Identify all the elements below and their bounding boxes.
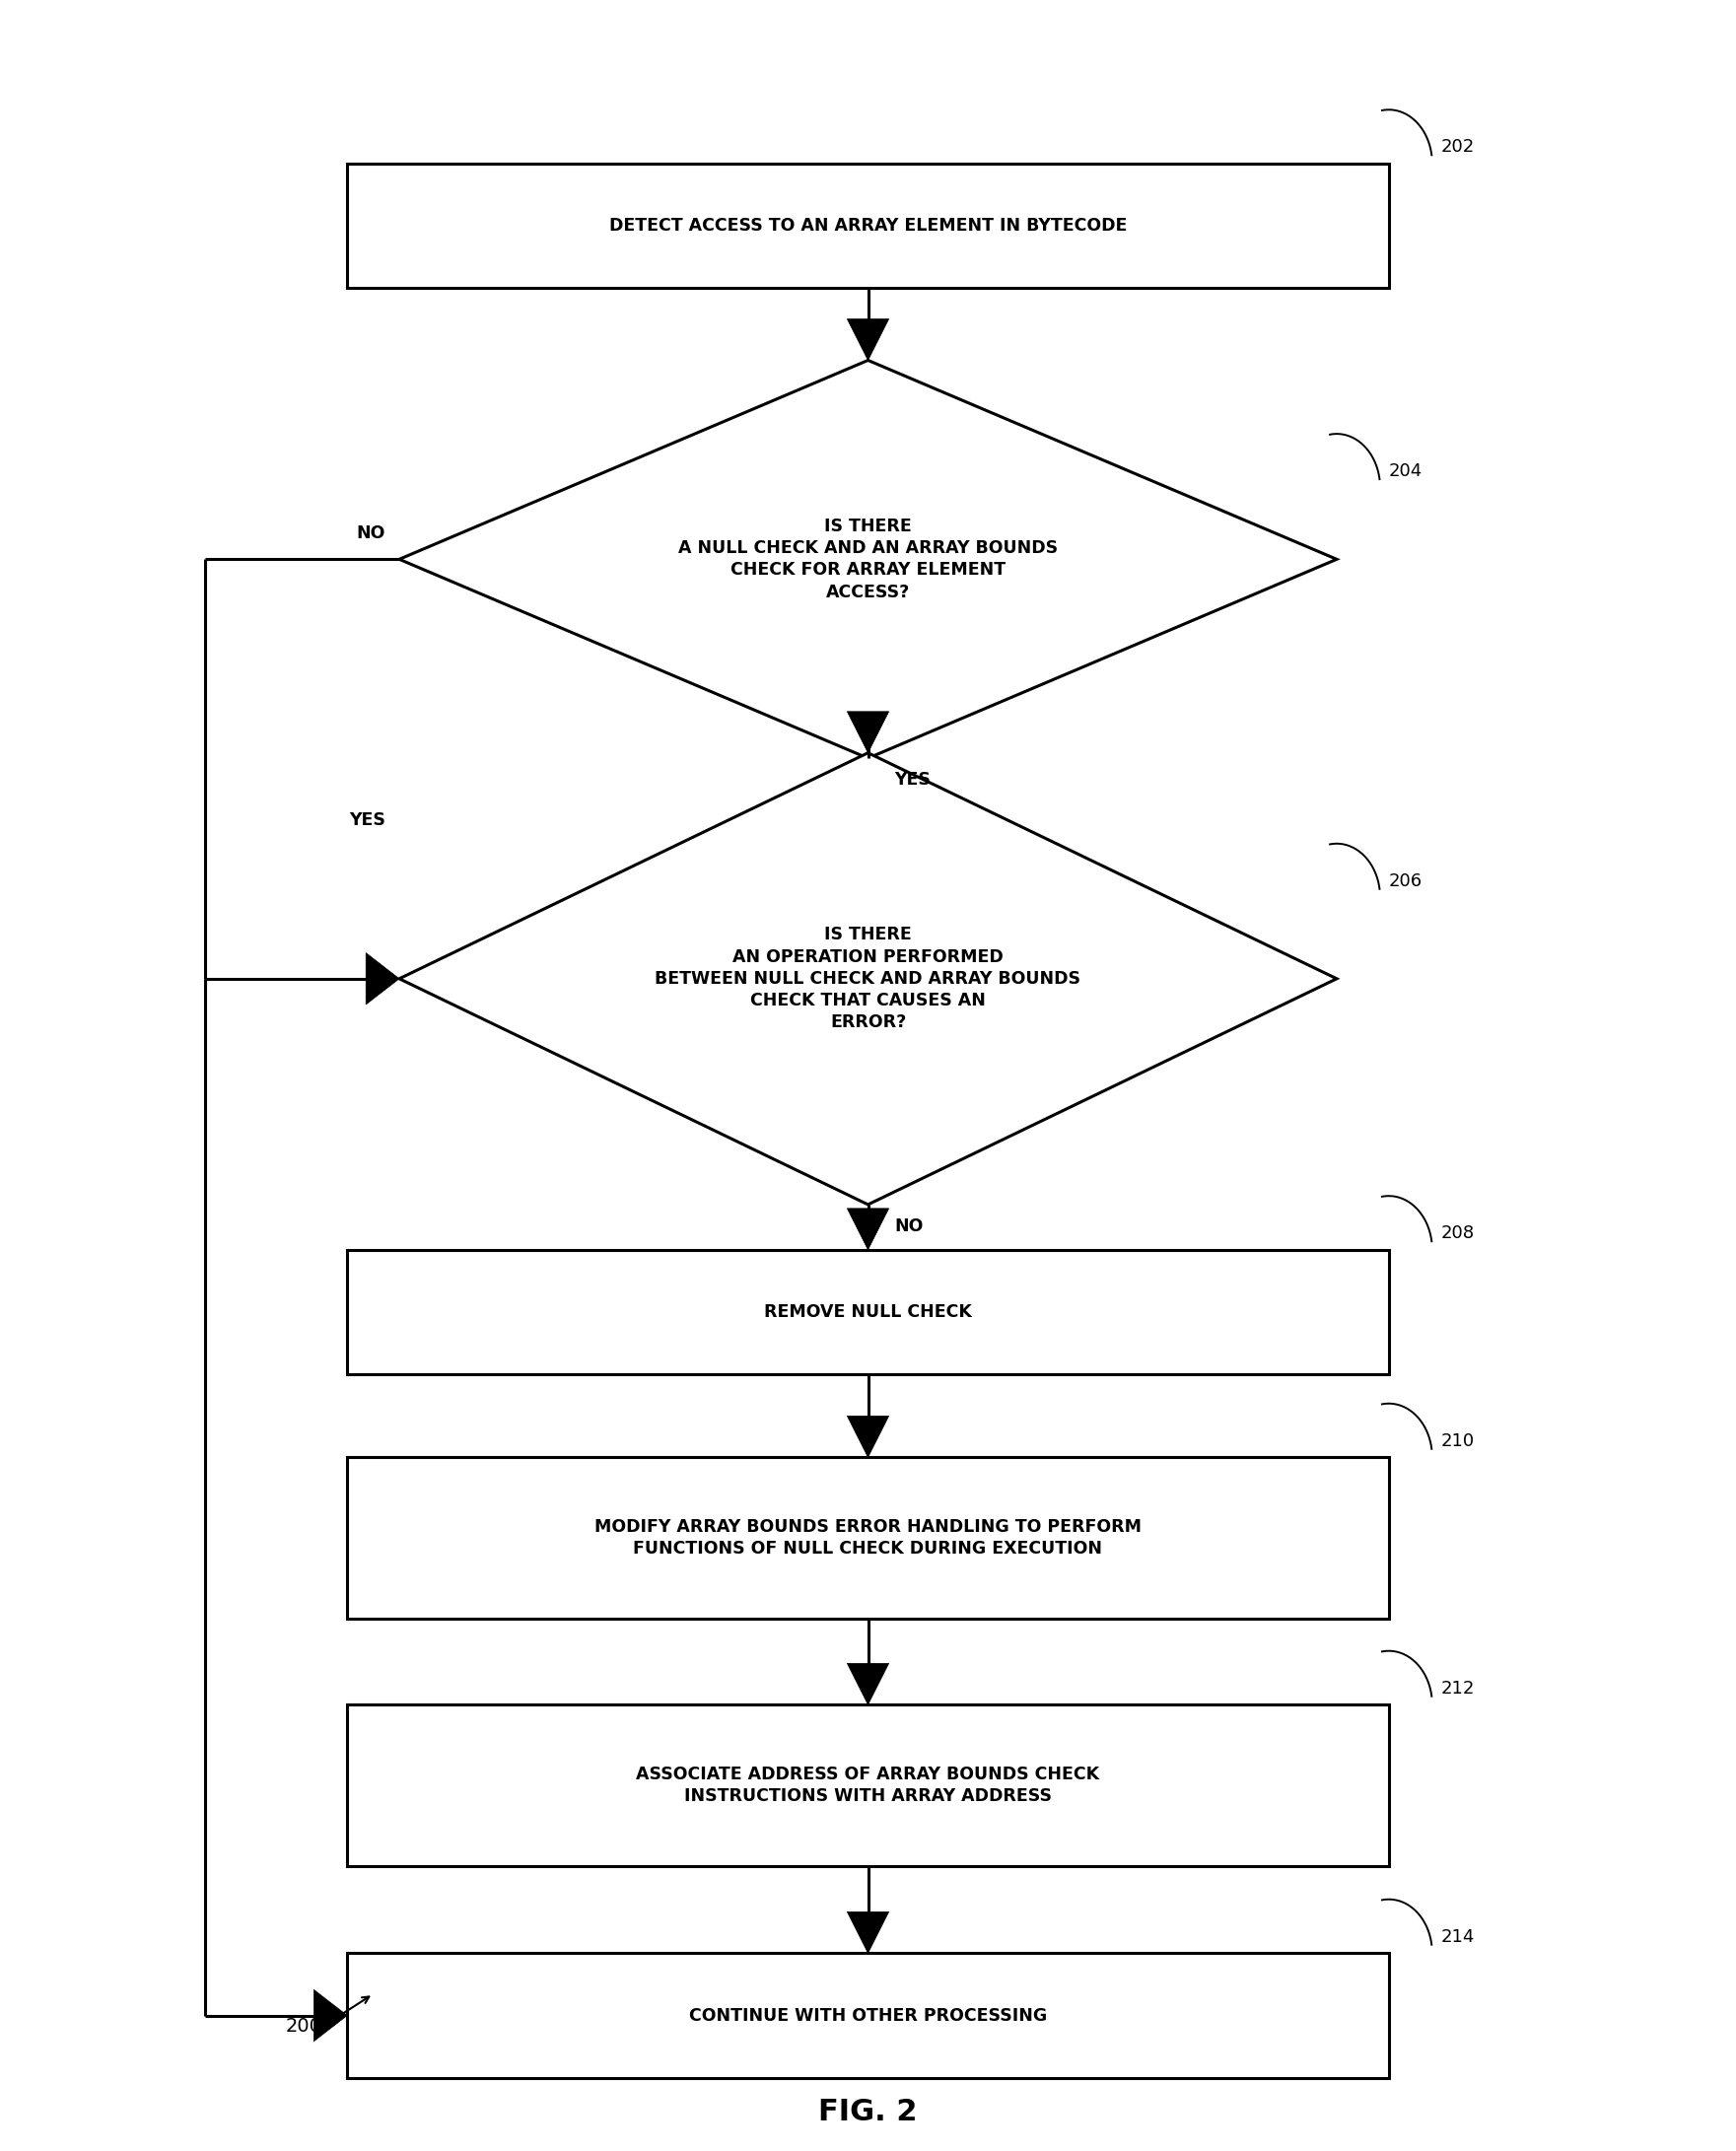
Polygon shape — [847, 712, 889, 753]
Text: NO: NO — [894, 1217, 924, 1235]
Text: 214: 214 — [1441, 1927, 1476, 1947]
Text: ASSOCIATE ADDRESS OF ARRAY BOUNDS CHECK
INSTRUCTIONS WITH ARRAY ADDRESS: ASSOCIATE ADDRESS OF ARRAY BOUNDS CHECK … — [637, 1766, 1099, 1805]
Text: REMOVE NULL CHECK: REMOVE NULL CHECK — [764, 1304, 972, 1321]
Polygon shape — [314, 1990, 347, 2041]
Polygon shape — [847, 318, 889, 359]
Text: DETECT ACCESS TO AN ARRAY ELEMENT IN BYTECODE: DETECT ACCESS TO AN ARRAY ELEMENT IN BYT… — [609, 217, 1127, 234]
Text: 206: 206 — [1389, 873, 1422, 891]
Text: 204: 204 — [1389, 462, 1422, 480]
Text: YES: YES — [349, 811, 385, 830]
Polygon shape — [847, 1663, 889, 1704]
Bar — [347, 163, 1389, 288]
Text: 210: 210 — [1441, 1433, 1474, 1450]
Polygon shape — [399, 753, 1337, 1205]
Text: CONTINUE WITH OTHER PROCESSING: CONTINUE WITH OTHER PROCESSING — [689, 2007, 1047, 2024]
Text: 200: 200 — [286, 2018, 321, 2035]
Polygon shape — [847, 1209, 889, 1250]
Text: IS THERE
AN OPERATION PERFORMED
BETWEEN NULL CHECK AND ARRAY BOUNDS
CHECK THAT C: IS THERE AN OPERATION PERFORMED BETWEEN … — [654, 927, 1082, 1030]
Text: IS THERE
A NULL CHECK AND AN ARRAY BOUNDS
CHECK FOR ARRAY ELEMENT
ACCESS?: IS THERE A NULL CHECK AND AN ARRAY BOUND… — [679, 518, 1057, 600]
Text: 202: 202 — [1441, 138, 1474, 157]
Text: FIG. 2: FIG. 2 — [818, 2097, 918, 2127]
Polygon shape — [847, 1912, 889, 1953]
Bar — [347, 1458, 1389, 1618]
Text: NO: NO — [356, 525, 385, 542]
Text: 212: 212 — [1441, 1680, 1476, 1697]
Polygon shape — [847, 1415, 889, 1458]
Bar — [347, 1250, 1389, 1374]
Polygon shape — [366, 953, 399, 1005]
Text: MODIFY ARRAY BOUNDS ERROR HANDLING TO PERFORM
FUNCTIONS OF NULL CHECK DURING EXE: MODIFY ARRAY BOUNDS ERROR HANDLING TO PE… — [594, 1519, 1142, 1557]
Text: 208: 208 — [1441, 1224, 1474, 1243]
Bar — [347, 1953, 1389, 2078]
Polygon shape — [399, 359, 1337, 757]
Bar — [347, 1704, 1389, 1865]
Text: YES: YES — [894, 772, 930, 789]
